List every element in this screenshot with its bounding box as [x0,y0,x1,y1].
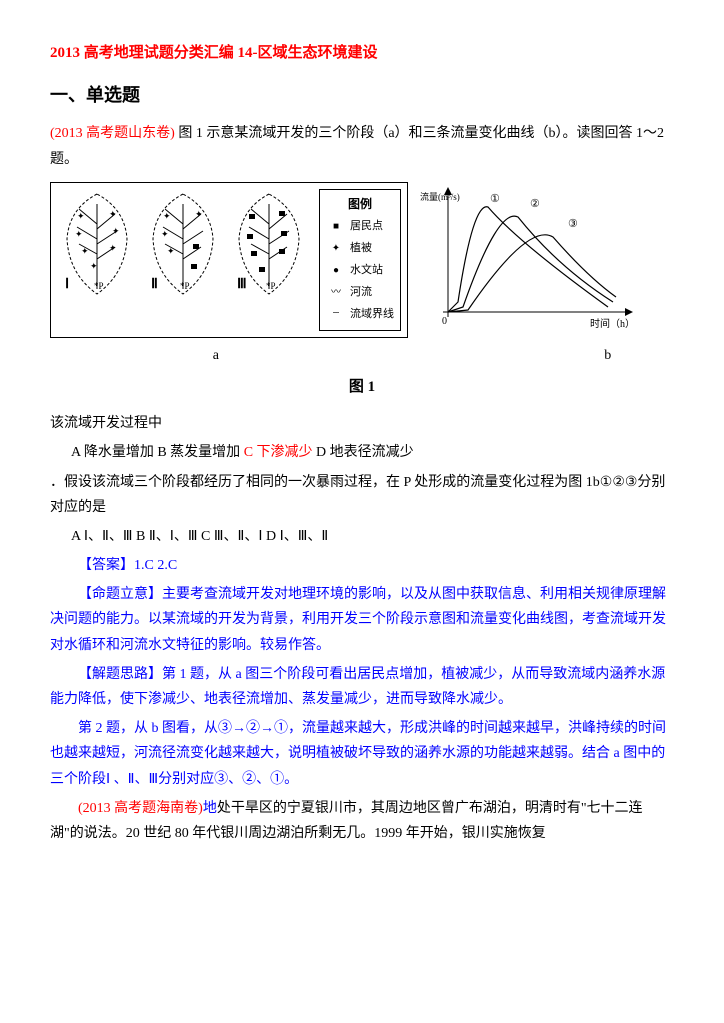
svg-text:✦: ✦ [75,229,83,239]
legend-item: ● 水文站 [326,261,394,281]
question-intro: (2013 高考题山东卷) 图 1 示意某流域开发的三个阶段（a）和三条流量变化… [50,121,674,171]
legend-sym: ■ [326,221,346,233]
svg-text:✦: ✦ [163,211,171,221]
intent-label: 【命题立意】 [78,587,162,602]
svg-text:*P: *P [94,281,104,291]
svg-text:✦: ✦ [77,211,85,221]
legend-label: 水文站 [350,261,383,281]
roman-3: Ⅲ [237,272,247,297]
leaf-2: ✦ ✦ ✦ ✦ *P Ⅱ [143,189,223,299]
legend-sym: ┄ [326,308,346,320]
legend: 图例 ■ 居民点 ✦ 植被 ● 水文站 〰河流 ┄ 流域界线 [319,189,401,332]
svg-text:✦: ✦ [109,243,117,253]
legend-label: 植被 [350,239,372,259]
q2-choices: A Ⅰ、Ⅱ、Ⅲ B Ⅱ、Ⅰ、Ⅲ C Ⅲ、Ⅱ、Ⅰ D Ⅰ、Ⅲ、Ⅱ [71,524,674,549]
svg-text:0: 0 [442,316,447,327]
legend-label: 居民点 [350,217,383,237]
q1-stem: 该流域开发过程中 [50,411,674,436]
roman-1: Ⅰ [65,272,69,297]
legend-label: 河流 [350,283,372,303]
q1-ab: A 降水量增加 B 蒸发量增加 [71,445,244,460]
solution-1: 【解题思路】第 1 题，从 a 图三个阶段可看出居民点增加，植被减少，从而导致流… [50,662,674,712]
sublabels: a b [50,343,674,368]
figure-caption: 图 1 [50,374,674,401]
hainan-question: (2013 高考题海南卷)地处干旱区的宁夏银川市，其周边地区曾广布湖泊，明清时有… [50,796,674,846]
intent: 【命题立意】主要考查流域开发对地理环境的影响，以及从图中获取信息、利用相关规律原… [50,582,674,658]
panel-a-wrapper: ✦✦ ✦✦ ✦✦ ✦ *P Ⅰ ✦✦ ✦ ✦ *P [50,182,408,339]
legend-item: 〰河流 [326,283,394,303]
svg-text:✦: ✦ [167,246,175,256]
source-shandong: (2013 高考题山东卷) [50,126,175,141]
panel-a: ✦✦ ✦✦ ✦✦ ✦ *P Ⅰ ✦✦ ✦ ✦ *P [50,182,408,339]
hainan-lead: 地 [203,801,217,816]
svg-text:①: ① [490,193,500,205]
svg-text:时间（h）: 时间（h） [590,317,635,330]
label-a: a [213,343,219,368]
svg-text:*P: *P [180,281,190,291]
legend-title: 图例 [326,194,394,216]
panel-b-wrapper: 流量(m³/s) 时间（h） 0 ① ② ③ [418,182,638,341]
figure-1: ✦✦ ✦✦ ✦✦ ✦ *P Ⅰ ✦✦ ✦ ✦ *P [50,182,674,341]
section-heading: 一、单选题 [50,79,674,111]
legend-label: 流域界线 [350,305,394,325]
q1-choices: A 降水量增加 B 蒸发量增加 C 下渗减少 D 地表径流减少 [71,440,674,465]
flow-chart: 流量(m³/s) 时间（h） 0 ① ② ③ [418,182,638,332]
svg-text:✦: ✦ [90,261,98,271]
roman-2: Ⅱ [151,272,158,297]
legend-item: ✦ 植被 [326,239,394,259]
svg-text:✦: ✦ [109,209,117,219]
svg-text:③: ③ [568,218,578,230]
sol-label: 【解题思路】 [78,667,162,682]
answer: 【答案】1.C 2.C [50,553,674,578]
solution-2: 第 2 题，从 b 图看，从③→②→①，流量越来越大，形成洪峰的时间越来越早，洪… [50,716,674,792]
q1-c: C 下渗减少 [244,445,313,460]
leaf-3: *P Ⅲ [229,189,309,299]
legend-item: ■ 居民点 [326,217,394,237]
source-hainan: (2013 高考题海南卷) [78,801,203,816]
svg-text:✦: ✦ [112,226,120,236]
doc-title: 2013 高考地理试题分类汇编 14-区域生态环境建设 [50,40,674,67]
legend-sym: 〰 [326,287,346,299]
svg-text:*P: *P [266,281,276,291]
legend-sym: ● [326,265,346,277]
svg-text:流量(m³/s): 流量(m³/s) [420,191,460,202]
leaf-1: ✦✦ ✦✦ ✦✦ ✦ *P Ⅰ [57,189,137,299]
svg-text:✦: ✦ [195,209,203,219]
legend-item: ┄ 流域界线 [326,305,394,325]
q1-d: D 地表径流减少 [313,445,414,460]
svg-text:✦: ✦ [161,229,169,239]
svg-text:✦: ✦ [81,246,89,256]
legend-sym: ✦ [326,243,346,255]
q2-stem: ．假设该流域三个阶段都经历了相同的一次暴雨过程，在 P 处形成的流量变化过程为图… [50,470,674,520]
label-b: b [604,343,611,368]
svg-text:②: ② [530,198,540,210]
